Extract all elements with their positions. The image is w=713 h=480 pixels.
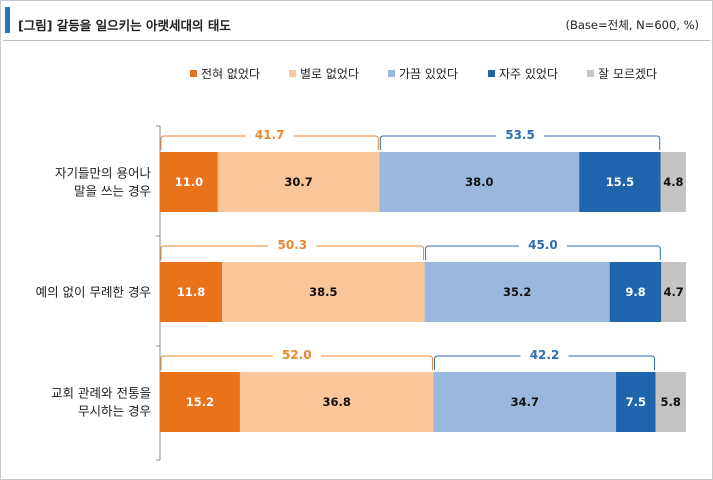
group-bracket xyxy=(566,245,661,260)
group-total-label: 50.3 xyxy=(277,238,307,252)
group-total-label: 52.0 xyxy=(282,348,312,362)
data-label: 5.8 xyxy=(661,395,681,409)
data-label: 11.0 xyxy=(175,175,203,189)
bar-segment xyxy=(655,372,686,432)
group-total-label: 41.7 xyxy=(255,128,285,142)
data-label: 35.2 xyxy=(503,285,531,299)
category-label: 예의 없이 무례한 경우 xyxy=(36,285,151,300)
page-title: [그림] 갈등을 일으키는 아랫세대의 태도 xyxy=(18,18,231,33)
legend-swatch xyxy=(388,70,395,77)
data-label: 4.8 xyxy=(663,175,683,189)
group-bracket xyxy=(568,355,655,370)
group-total-label: 45.0 xyxy=(528,238,558,252)
group-bracket xyxy=(544,135,661,150)
legend-label: 별로 없었다 xyxy=(300,67,359,81)
legend-swatch xyxy=(587,70,594,77)
bar-segment xyxy=(160,372,240,432)
bar-segment xyxy=(661,262,686,322)
bar-segment xyxy=(433,372,617,432)
group-total-label: 42.2 xyxy=(530,348,560,362)
group-total-label: 53.5 xyxy=(505,128,535,142)
group-bracket xyxy=(434,355,521,370)
legend-label: 자주 있었다 xyxy=(499,67,558,81)
group-bracket xyxy=(160,245,269,260)
bar-segment xyxy=(379,152,580,212)
bar-segment xyxy=(616,372,656,432)
title-accent-bar xyxy=(5,7,10,33)
data-label: 15.5 xyxy=(606,175,634,189)
data-label: 9.8 xyxy=(625,285,645,299)
data-label: 38.0 xyxy=(465,175,493,189)
category-label: 자기들만의 용어나 xyxy=(55,166,151,181)
title-divider xyxy=(3,40,710,41)
group-bracket xyxy=(293,135,379,150)
category-label: 교회 관례와 전통을 xyxy=(51,386,151,401)
group-bracket xyxy=(160,135,246,150)
group-bracket xyxy=(316,245,425,260)
data-label: 15.2 xyxy=(186,395,214,409)
bar-segment xyxy=(579,152,661,212)
data-label: 30.7 xyxy=(284,175,312,189)
group-bracket xyxy=(320,355,434,370)
data-label: 11.8 xyxy=(177,285,205,299)
bar-segment xyxy=(160,152,218,212)
bar-segment xyxy=(424,262,610,322)
bar-segment xyxy=(160,262,223,322)
group-bracket xyxy=(425,245,519,260)
category-label: 말을 쓰는 경우 xyxy=(74,184,151,199)
legend-label: 가끔 있었다 xyxy=(399,67,458,81)
legend-label: 잘 모르겠다 xyxy=(598,67,657,81)
bar-segment xyxy=(660,152,686,212)
data-label: 36.8 xyxy=(323,395,351,409)
category-label: 무시하는 경우 xyxy=(78,404,151,419)
group-bracket xyxy=(160,355,273,370)
legend-label: 전혀 없었다 xyxy=(201,67,260,81)
bar-segment xyxy=(217,152,380,212)
group-bracket xyxy=(379,135,497,150)
data-label: 7.5 xyxy=(626,395,646,409)
bar-segment xyxy=(239,372,434,432)
bar-segment xyxy=(609,262,662,322)
data-label: 34.7 xyxy=(511,395,539,409)
base-note: (Base=전체, N=600, %) xyxy=(565,18,699,32)
legend-swatch xyxy=(488,70,495,77)
data-label: 4.7 xyxy=(663,285,683,299)
bar-segment xyxy=(222,262,425,322)
data-label: 38.5 xyxy=(309,285,337,299)
legend-swatch xyxy=(190,70,197,77)
legend-swatch xyxy=(289,70,296,77)
